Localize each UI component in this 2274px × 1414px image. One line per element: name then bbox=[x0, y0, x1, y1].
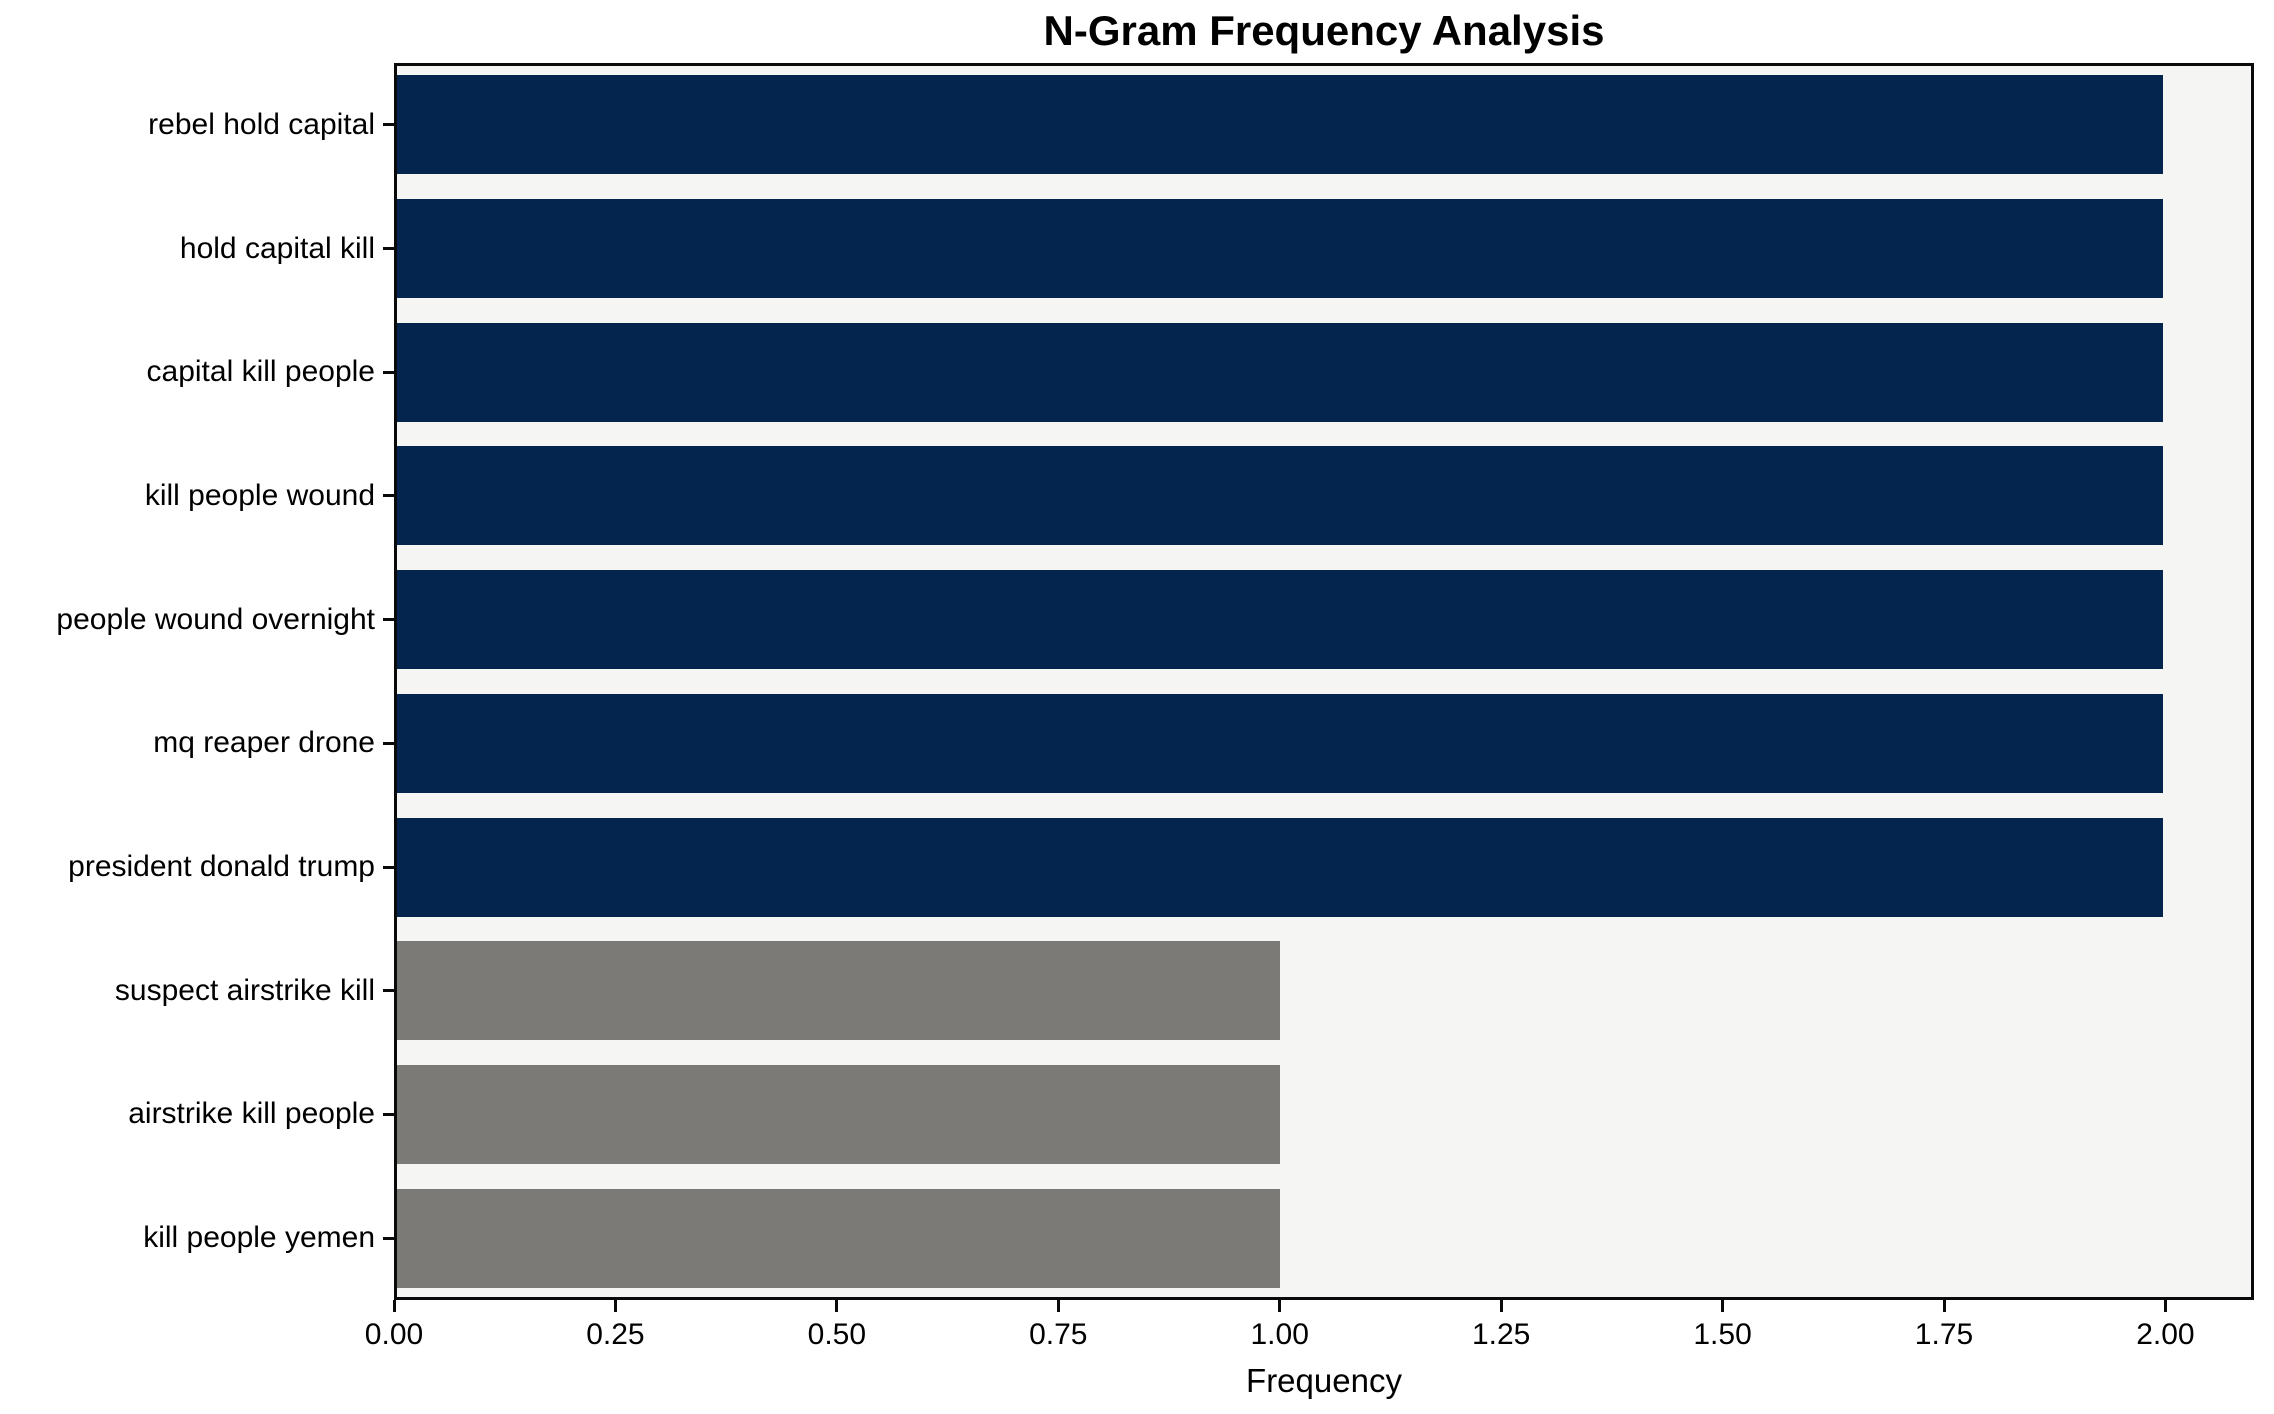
bar bbox=[397, 446, 2163, 546]
y-tick-label: capital kill people bbox=[146, 355, 375, 389]
y-tick-mark bbox=[383, 494, 394, 498]
y-tick-label: kill people wound bbox=[144, 478, 375, 512]
x-tick-label: 1.50 bbox=[1693, 1318, 1752, 1351]
y-tick-label: president donald trump bbox=[68, 850, 375, 884]
x-tick-mark bbox=[613, 1300, 617, 1312]
y-tick-label: suspect airstrike kill bbox=[114, 973, 375, 1007]
y-tick-mark bbox=[383, 989, 394, 993]
bar bbox=[397, 693, 2163, 793]
x-tick-label: 0.00 bbox=[364, 1318, 424, 1351]
bar bbox=[397, 817, 2163, 917]
x-tick-label: 2.00 bbox=[2136, 1318, 2195, 1351]
y-tick-mark bbox=[383, 618, 394, 622]
y-tick-label: people wound overnight bbox=[56, 602, 375, 636]
x-tick-mark bbox=[392, 1300, 396, 1312]
bar bbox=[397, 199, 2163, 299]
y-tick-mark bbox=[383, 1236, 394, 1240]
y-tick-mark bbox=[383, 865, 394, 869]
y-tick-mark bbox=[383, 123, 394, 127]
y-tick-mark bbox=[383, 247, 394, 251]
x-tick-label: 1.25 bbox=[1471, 1318, 1531, 1351]
chart-title: N-Gram Frequency Analysis bbox=[1043, 7, 1605, 54]
x-tick-label: 0.50 bbox=[807, 1318, 867, 1351]
x-tick-mark bbox=[1056, 1300, 1060, 1312]
bar bbox=[397, 941, 1280, 1041]
x-tick-label: 0.75 bbox=[1029, 1318, 1088, 1351]
bar bbox=[397, 1064, 1280, 1164]
x-axis-label: Frequency bbox=[1246, 1362, 1402, 1399]
x-tick-label: 1.75 bbox=[1914, 1318, 1974, 1351]
x-tick-label: 0.25 bbox=[586, 1318, 645, 1351]
x-tick-mark bbox=[1942, 1300, 1946, 1312]
bar bbox=[397, 322, 2163, 422]
y-tick-label: kill people yemen bbox=[143, 1221, 375, 1255]
x-tick-mark bbox=[1499, 1300, 1503, 1312]
y-tick-mark bbox=[383, 741, 394, 745]
y-tick-mark bbox=[383, 370, 394, 374]
y-tick-label: rebel hold capital bbox=[148, 107, 375, 141]
y-tick-label: mq reaper drone bbox=[153, 726, 375, 760]
bar bbox=[397, 1188, 1280, 1288]
x-tick-mark bbox=[1721, 1300, 1725, 1312]
x-tick-mark bbox=[2163, 1300, 2167, 1312]
x-tick-label: 1.00 bbox=[1250, 1318, 1309, 1351]
y-tick-label: airstrike kill people bbox=[128, 1097, 375, 1131]
plot-area bbox=[394, 63, 2254, 1300]
y-tick-label: hold capital kill bbox=[179, 231, 375, 265]
bar bbox=[397, 75, 2163, 175]
x-tick-mark bbox=[835, 1300, 839, 1312]
y-tick-mark bbox=[383, 1112, 394, 1116]
bar bbox=[397, 570, 2163, 670]
x-tick-mark bbox=[1278, 1300, 1282, 1312]
